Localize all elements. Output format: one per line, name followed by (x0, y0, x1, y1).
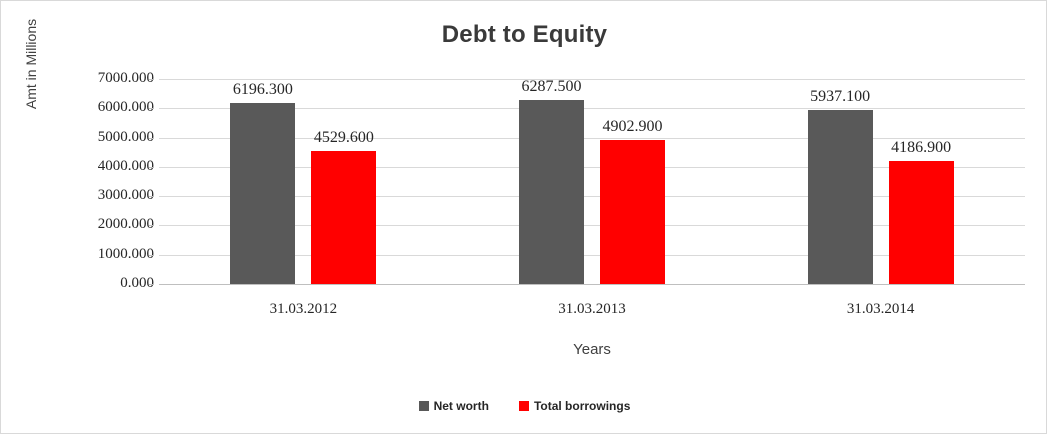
y-axis-tick-mark (149, 166, 154, 168)
x-axis-category-label: 31.03.2014 (846, 301, 915, 317)
gridline (159, 254, 1025, 256)
y-axis-tick-label: 6000.000 (97, 99, 154, 116)
bar-data-label: 6196.300 (232, 80, 293, 98)
gridline (159, 166, 1025, 168)
x-axis-category-label: 31.03.2013 (558, 301, 626, 317)
bar-net-worth[interactable] (519, 99, 584, 284)
y-axis-tick-mark (149, 254, 154, 256)
y-axis-tick-label: 0.000 (120, 275, 154, 291)
axis-baseline (159, 284, 1025, 285)
gridline (159, 79, 1025, 80)
gridline (159, 225, 1025, 227)
chart-title: Debt to Equity (441, 21, 608, 48)
legend-item-net-worth[interactable]: Net worth (418, 399, 489, 413)
bar-net-worth[interactable] (230, 102, 296, 284)
y-axis-tick-mark (149, 284, 154, 285)
bar-data-label: 4902.900 (602, 118, 663, 136)
bar-net-worth[interactable] (807, 110, 873, 284)
bar-total-borrowings[interactable] (311, 151, 377, 284)
x-axis-category-label: 31.03.2012 (269, 301, 338, 317)
bar-data-label: 5937.100 (810, 88, 871, 106)
bar-data-label: 4186.900 (891, 139, 952, 157)
y-axis-tick-label: 7000.000 (97, 70, 154, 86)
legend-swatch-icon (518, 401, 529, 411)
bar-total-borrowings[interactable] (600, 140, 665, 284)
y-axis-tick-label: 1000.000 (97, 245, 154, 262)
gridline (159, 196, 1025, 198)
legend-label: Net worth (433, 399, 489, 413)
plot-area: 6196.300 4529.600 6287.500 4902.900 5937.100… (159, 77, 1025, 285)
bar-data-label: 4529.600 (313, 129, 374, 147)
chart-legend: Net worth Total borrowings (1, 399, 1046, 413)
bar-total-borrowings[interactable] (888, 161, 954, 284)
y-axis-tick-mark (149, 196, 154, 198)
y-axis-tick-mark (149, 108, 154, 110)
y-axis-title: Amt in Millions (23, 18, 39, 110)
bar-data-label: 6287.500 (521, 77, 582, 95)
y-axis-tick-mark (149, 137, 154, 139)
legend-swatch-icon (418, 401, 429, 411)
y-axis-tick-label: 5000.000 (97, 128, 154, 145)
gridline (159, 108, 1025, 110)
y-axis-tick-mark (149, 225, 154, 227)
y-axis-tick-label: 4000.000 (97, 157, 154, 174)
legend-item-total-borrowings[interactable]: Total borrowings (518, 399, 631, 413)
x-axis-title: Years (573, 341, 611, 358)
gridline (159, 137, 1025, 139)
y-axis-tick-labels: 7000.000 6000.000 5000.000 4000.000 3000.000… (46, 71, 154, 291)
y-axis-tick-mark (149, 79, 154, 80)
y-axis-tick-label: 3000.000 (97, 187, 154, 204)
y-axis-tick-label: 2000.000 (97, 216, 154, 233)
legend-label: Total borrowings (533, 399, 631, 413)
